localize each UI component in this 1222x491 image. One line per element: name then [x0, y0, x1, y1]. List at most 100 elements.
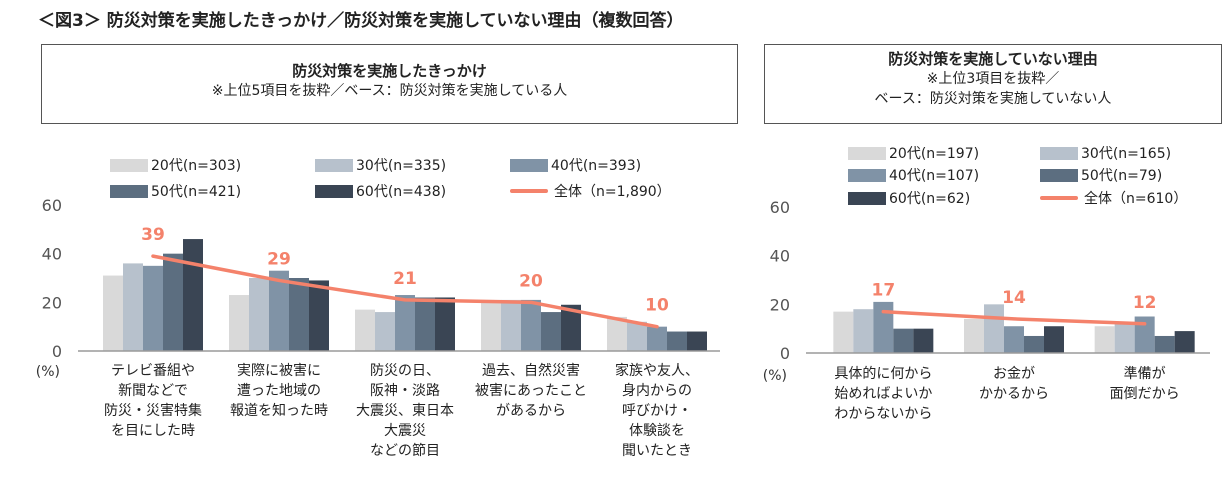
left-bar: [249, 278, 269, 351]
right-bar: [984, 304, 1004, 353]
right-bar: [833, 311, 854, 353]
legend-left-60s: 60代(n=438): [315, 183, 446, 201]
left-total-label: 39: [141, 225, 165, 245]
left-bar: [435, 297, 455, 351]
right-bar: [1154, 335, 1175, 353]
left-bar: [521, 299, 541, 351]
left-total-line: [151, 254, 659, 329]
right-ytick-label: 0: [780, 344, 790, 363]
right-total-label: 17: [871, 281, 895, 301]
right-category-label: 具体的に何から始めればよいかわからないから: [834, 366, 932, 422]
left-bar: [647, 326, 667, 351]
left-bar: [143, 265, 163, 351]
right-total-line: [881, 309, 1147, 326]
right-bar: [1114, 323, 1135, 353]
left-ytick-label: 40: [42, 245, 62, 264]
right-ytick-label: 40: [770, 247, 790, 266]
legend-left-40s: 40代(n=393): [510, 157, 641, 175]
legend-swatch: [110, 185, 148, 198]
left-bar: [415, 297, 435, 351]
right-bar: [1024, 335, 1044, 353]
left-bar: [309, 280, 329, 351]
legend-right-total: 全体（n=610）: [1040, 190, 1187, 208]
legend-line: [510, 189, 548, 193]
legend-swatch: [110, 159, 148, 172]
legend-swatch: [315, 185, 353, 198]
legend-left-20s: 20代(n=303): [110, 157, 241, 175]
right-bar: [1004, 326, 1024, 353]
legend-right-40s: 40代(n=107): [848, 167, 979, 185]
left-bar: [667, 331, 687, 351]
left-bar: [375, 312, 395, 351]
left-category-label: テレビ番組や新聞などで防災・災害特集を目にした時: [104, 363, 202, 439]
legend-right-50s: 50代(n=79): [1040, 167, 1162, 185]
right-ylabel: (%): [763, 368, 787, 384]
left-category-label: 家族や友人、身内からの呼びかけ・体験談を聞いたとき: [615, 362, 699, 459]
right-bar: [1174, 331, 1195, 353]
legend-left-total: 全体（n=1,890）: [510, 183, 671, 201]
right-total-label: 14: [1002, 288, 1026, 308]
left-total-label: 20: [519, 271, 543, 291]
left-bar: [163, 253, 183, 351]
legend-swatch: [848, 169, 886, 182]
right-bar: [913, 328, 934, 353]
left-bar: [501, 299, 521, 351]
legend-swatch: [848, 147, 886, 160]
left-bar: [395, 295, 415, 351]
legend-right-60s: 60代(n=62): [848, 190, 970, 208]
right-ytick-label: 60: [770, 198, 790, 217]
right-total-label: 12: [1133, 293, 1157, 313]
left-bar: [229, 295, 249, 351]
left-panel-header: 防災対策を実施したきっかけ ※上位5項目を抜粋／ベース：防災対策を実施している人: [41, 44, 738, 124]
figure-title: ＜図3＞ 防災対策を実施したきっかけ／防災対策を実施していない理由（複数回答）: [38, 11, 684, 31]
legend-swatch: [315, 159, 353, 172]
left-chart-title: 防災対策を実施したきっかけ: [292, 62, 487, 80]
right-bar: [964, 318, 984, 353]
right-category-label: 準備が面倒だから: [1110, 366, 1180, 402]
right-ytick-label: 20: [770, 295, 790, 314]
legend-right-30s: 30代(n=165): [1040, 145, 1171, 163]
left-total-label: 29: [267, 249, 291, 269]
left-category-label: 実際に被害に遭った地域の報道を知った時: [230, 363, 328, 419]
left-ytick-label: 20: [42, 293, 62, 312]
left-bar: [481, 299, 501, 351]
legend-left-50s: 50代(n=421): [110, 183, 241, 201]
left-bar: [183, 239, 203, 351]
left-bar: [355, 309, 375, 351]
right-panel-header: 防災対策を実施していない理由 ※上位3項目を抜粋／ ベース：防災対策を実施してい…: [764, 44, 1222, 124]
right-chart-subtitle: ※上位3項目を抜粋／ ベース：防災対策を実施していない人: [874, 71, 1112, 107]
right-bar: [1044, 326, 1064, 353]
left-total-label: 10: [645, 296, 669, 316]
left-total-label: 21: [393, 269, 417, 289]
legend-swatch: [1040, 169, 1078, 182]
right-bar: [853, 309, 874, 353]
left-bar: [289, 278, 309, 351]
left-category-label: 防災の日、阪神・淡路大震災、東日本大震災などの節目: [356, 363, 454, 459]
right-bar: [893, 328, 914, 353]
left-bar: [123, 263, 143, 351]
left-category-label: 過去、自然災害被害にあったことがあるから: [475, 362, 587, 419]
left-bar: [269, 270, 289, 351]
legend-left-30s: 30代(n=335): [315, 157, 446, 175]
left-ytick-label: 60: [42, 196, 62, 215]
right-bar: [1134, 316, 1155, 353]
right-bar: [1094, 326, 1115, 353]
left-bar: [541, 312, 561, 351]
left-bar: [687, 331, 707, 351]
legend-swatch: [510, 159, 548, 172]
left-bar: [103, 275, 123, 351]
right-chart-title: 防災対策を実施していない理由: [888, 50, 1098, 68]
left-ytick-label: 0: [52, 342, 62, 361]
left-bar: [561, 304, 581, 351]
legend-right-20s: 20代(n=197): [848, 145, 979, 163]
left-bar: [627, 321, 647, 351]
left-chart-subtitle: ※上位5項目を抜粋／ベース：防災対策を実施している人: [211, 83, 568, 99]
left-ylabel: (%): [36, 364, 60, 380]
right-category-label: お金がかかるから: [979, 366, 1049, 402]
legend-swatch: [1040, 147, 1078, 160]
legend-swatch: [848, 192, 886, 205]
left-bar: [607, 316, 627, 351]
right-bar: [873, 301, 894, 353]
legend-line: [1040, 196, 1078, 200]
